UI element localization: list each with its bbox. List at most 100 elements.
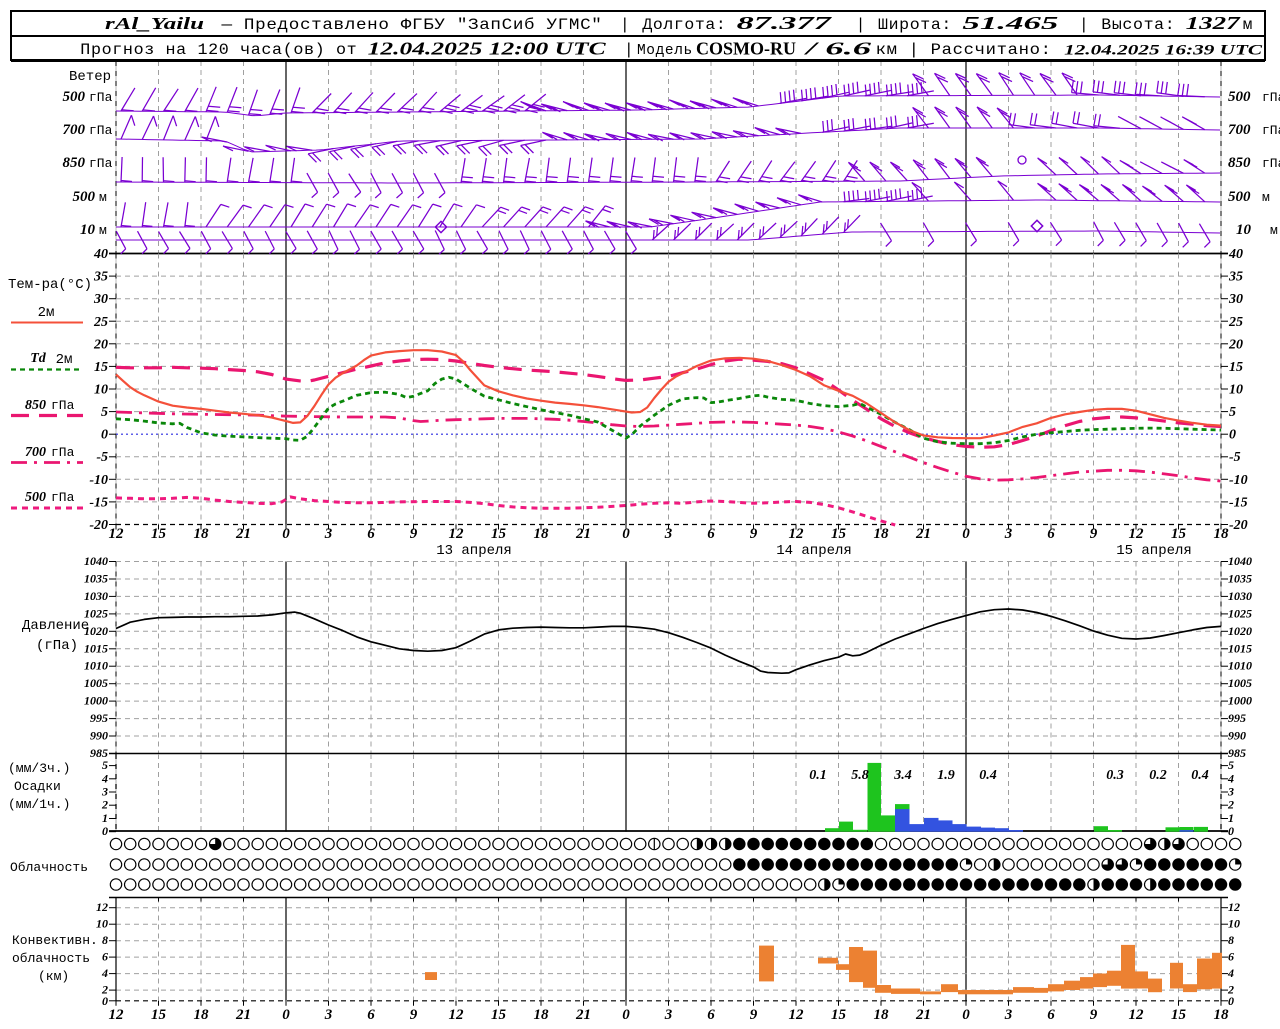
svg-text:9: 9 [410,1007,418,1023]
svg-text:30: 30 [93,292,108,307]
svg-text:15: 15 [491,526,507,542]
svg-text:18: 18 [1214,526,1230,542]
svg-text:1015: 1015 [84,641,108,655]
svg-text:21: 21 [575,1007,591,1023]
svg-text:9: 9 [1090,1007,1098,1023]
svg-text:12: 12 [449,1007,465,1023]
svg-text:Облачность: Облачность [10,860,88,875]
svg-text:0: 0 [1229,428,1236,443]
svg-text:-10: -10 [1229,473,1248,488]
svg-text:1040: 1040 [1228,554,1252,568]
svg-text:3: 3 [1004,526,1013,542]
svg-text:4: 4 [101,771,108,785]
svg-text:гПа: гПа [89,156,113,171]
svg-text:5.8: 5.8 [851,768,869,783]
svg-text:1010: 1010 [1228,659,1252,673]
svg-text:3: 3 [324,1007,333,1023]
svg-text:COSMO-RU: COSMO-RU [696,39,796,59]
svg-text:9: 9 [1090,526,1098,542]
svg-text:(мм/1ч.): (мм/1ч.) [8,797,70,812]
svg-text:(км): (км) [38,969,69,984]
svg-text:15: 15 [491,1007,507,1023]
svg-text:1005: 1005 [1228,676,1252,690]
svg-text:35: 35 [1228,270,1243,285]
svg-text:12: 12 [109,526,125,542]
svg-text:985: 985 [90,746,108,760]
svg-text:(мм/3ч.): (мм/3ч.) [8,761,70,776]
svg-text:51.465: 51.465 [962,13,1058,33]
svg-text:облачность: облачность [12,951,90,966]
svg-text:гПа: гПа [1262,123,1280,138]
svg-text:3: 3 [324,526,333,542]
svg-text:1025: 1025 [1228,606,1252,620]
svg-text:18: 18 [194,526,210,542]
svg-text:12: 12 [789,1007,805,1023]
svg-text:3: 3 [664,526,673,542]
svg-text:3: 3 [1227,785,1234,799]
svg-text:35: 35 [93,270,108,285]
svg-text:10: 10 [80,222,96,238]
svg-text:0: 0 [102,994,108,1008]
svg-text:Осадки: Осадки [14,779,61,794]
svg-text:Конвективн.: Конвективн. [12,933,98,948]
svg-text:|: | [1079,16,1089,34]
svg-text:rAl_Yailu: rAl_Yailu [105,14,204,33]
svg-text:-5: -5 [96,450,108,465]
svg-text:0.1: 0.1 [809,768,827,783]
svg-text:700: 700 [25,445,46,460]
svg-text:|: | [620,16,630,34]
svg-text:12: 12 [449,526,465,542]
svg-text:0: 0 [102,824,108,838]
svg-text:1000: 1000 [1228,694,1252,708]
svg-text:/ 6.6: / 6.6 [802,39,871,59]
svg-text:4: 4 [1227,771,1234,785]
svg-text:3: 3 [664,1007,673,1023]
svg-text:21: 21 [235,1007,251,1023]
svg-text:40: 40 [93,247,108,262]
svg-text:Долгота:: Долгота: [642,16,726,34]
svg-text:990: 990 [90,729,108,743]
svg-text:700: 700 [1228,122,1251,138]
svg-text:18: 18 [534,526,550,542]
svg-text:6: 6 [367,526,375,542]
svg-text:9: 9 [750,526,758,542]
svg-text:8: 8 [1228,933,1234,947]
svg-text:87.377: 87.377 [737,13,833,33]
svg-text:Прогноз на 120 часа(ов) от: Прогноз на 120 часа(ов) от [80,41,357,59]
svg-text:6: 6 [367,1007,375,1023]
svg-text:15: 15 [1229,360,1243,375]
svg-text:6: 6 [102,950,108,964]
svg-text:м: м [1262,190,1270,205]
svg-text:850: 850 [1228,155,1251,171]
svg-text:15: 15 [1171,526,1187,542]
svg-text:гПа: гПа [51,398,75,413]
svg-text:0.2: 0.2 [1149,768,1167,783]
svg-text:гПа: гПа [89,90,113,105]
svg-text:10: 10 [1228,917,1240,931]
svg-text:м: м [99,223,107,238]
svg-text:18: 18 [194,1007,210,1023]
svg-text:0: 0 [1228,994,1234,1008]
svg-text:8: 8 [102,933,108,947]
svg-text:5: 5 [102,758,108,772]
svg-text:700: 700 [63,122,86,138]
svg-text:гПа: гПа [89,123,113,138]
svg-text:15: 15 [831,1007,847,1023]
svg-text:500: 500 [25,490,46,505]
svg-text:0: 0 [101,428,108,443]
svg-text:995: 995 [1228,711,1246,725]
svg-text:15: 15 [151,526,167,542]
svg-text:15: 15 [151,1007,167,1023]
svg-text:0.4: 0.4 [1191,768,1209,783]
svg-text:21: 21 [915,526,931,542]
svg-text:Высота:: Высота: [1101,16,1175,34]
svg-text:м: м [1270,223,1278,238]
svg-text:(гПа): (гПа) [36,638,78,654]
svg-text:3: 3 [101,785,108,799]
svg-text:12.04.2025 12:00 UTC: 12.04.2025 12:00 UTC [368,39,607,59]
svg-text:-5: -5 [1229,450,1241,465]
svg-text:18: 18 [874,526,890,542]
svg-text:12: 12 [789,526,805,542]
svg-text:15 апреля: 15 апреля [1116,543,1192,559]
svg-text:12: 12 [96,900,108,914]
